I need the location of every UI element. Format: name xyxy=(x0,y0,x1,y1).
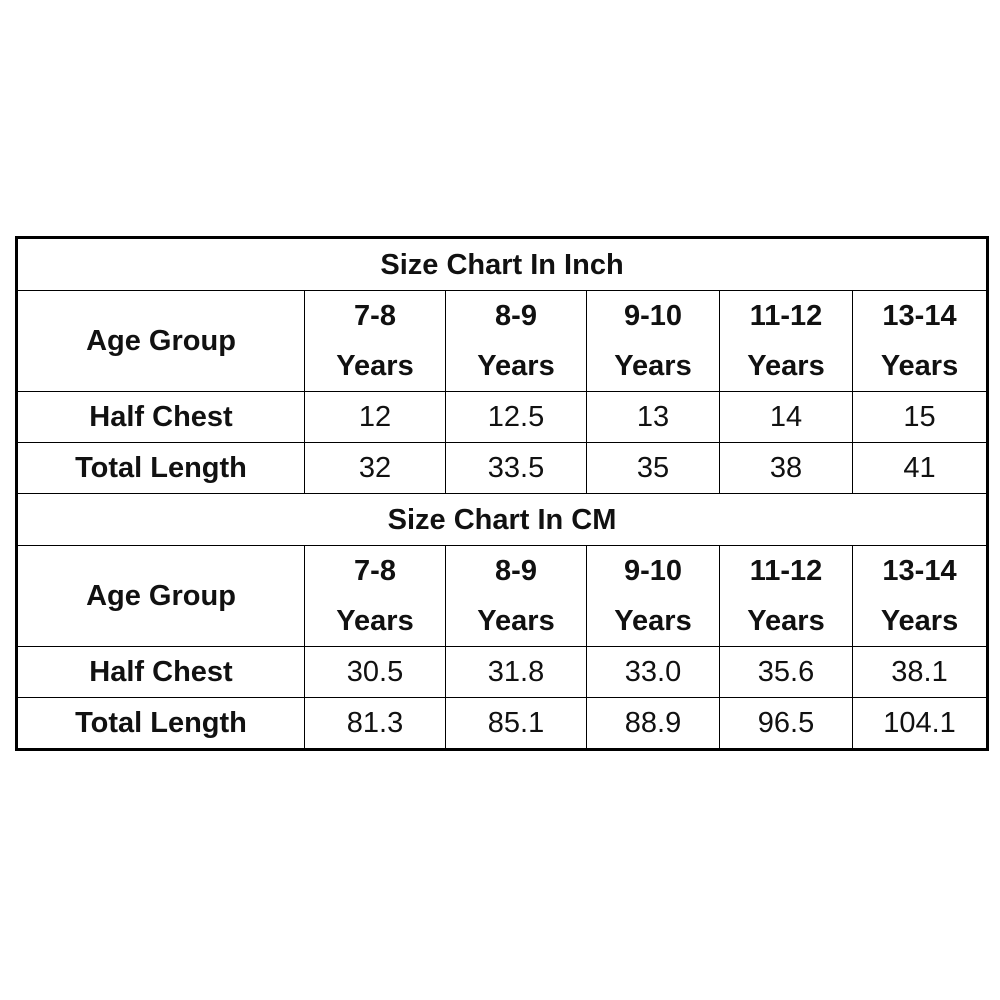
row-label: Half Chest xyxy=(16,646,305,698)
header-text: 13-14 Years xyxy=(880,300,959,382)
row-label: Total Length xyxy=(16,442,305,494)
header-cell: 7-8 Years xyxy=(304,545,446,647)
header-cell: 8-9 Years xyxy=(445,545,587,647)
title-row: Size Chart In CM xyxy=(15,493,989,546)
cell: 104.1 xyxy=(851,697,989,750)
header-cell: 8-9 Years xyxy=(445,290,587,392)
row-label: Total Length xyxy=(16,697,305,750)
data-row: Total Length 32 33.5 35 38 41 xyxy=(16,442,989,494)
header-cell: 9-10 Years xyxy=(586,290,720,392)
cell: 38.1 xyxy=(851,646,989,698)
header-text: 8-9 Years xyxy=(477,555,555,637)
header-cell: 13-14 Years xyxy=(851,545,989,647)
row-label: Half Chest xyxy=(16,391,305,443)
header-text: 11-12 Years xyxy=(747,300,825,382)
table-title: Size Chart In CM xyxy=(15,493,989,546)
cell: 30.5 xyxy=(304,646,446,698)
header-text: 13-14 Years xyxy=(880,555,959,637)
header-text: 7-8 Years xyxy=(336,555,414,637)
cell: 96.5 xyxy=(719,697,853,750)
header-text: 8-9 Years xyxy=(477,300,555,382)
cell: 33.0 xyxy=(586,646,720,698)
cell: 81.3 xyxy=(304,697,446,750)
cell: 38 xyxy=(719,442,853,494)
size-chart: Size Chart In Inch Age Group 7-8 Years 8-9 … xyxy=(15,236,990,751)
cell: 41 xyxy=(851,442,989,494)
size-table: Size Chart In Inch Age Group 7-8 Years 8-9 … xyxy=(15,236,990,751)
cell: 12.5 xyxy=(445,391,587,443)
header-text: 11-12 Years xyxy=(747,555,825,637)
header-cell: 13-14 Years xyxy=(851,290,989,392)
cell: 35 xyxy=(586,442,720,494)
table-title: Size Chart In Inch xyxy=(15,237,989,291)
header-cell: 11-12 Years xyxy=(719,290,853,392)
data-row: Half Chest 30.5 31.8 33.0 35.6 38.1 xyxy=(16,646,989,698)
header-row: Age Group 7-8 Years 8-9 Years 9-10 Years 11-… xyxy=(16,290,989,392)
cell: 33.5 xyxy=(445,442,587,494)
cell: 15 xyxy=(851,391,989,443)
header-text: 7-8 Years xyxy=(336,300,414,382)
cell: 12 xyxy=(304,391,446,443)
cell: 35.6 xyxy=(719,646,853,698)
header-cell: 9-10 Years xyxy=(586,545,720,647)
cell: 14 xyxy=(719,391,853,443)
header-cell: Age Group xyxy=(16,545,305,647)
cell: 31.8 xyxy=(445,646,587,698)
header-text: 9-10 Years xyxy=(614,555,692,637)
data-row: Half Chest 12 12.5 13 14 15 xyxy=(16,391,989,443)
header-cell: 7-8 Years xyxy=(304,290,446,392)
header-row: Age Group 7-8 Years 8-9 Years 9-10 Years 11-… xyxy=(16,545,989,647)
cell: 85.1 xyxy=(445,697,587,750)
header-cell: 11-12 Years xyxy=(719,545,853,647)
title-row: Size Chart In Inch xyxy=(15,237,989,291)
cell: 13 xyxy=(586,391,720,443)
data-row: Total Length 81.3 85.1 88.9 96.5 104.1 xyxy=(16,697,989,750)
header-text: 9-10 Years xyxy=(614,300,692,382)
header-cell: Age Group xyxy=(16,290,305,392)
cell: 32 xyxy=(304,442,446,494)
table-body: Size Chart In Inch Age Group 7-8 Years 8-9 … xyxy=(15,237,989,750)
cell: 88.9 xyxy=(586,697,720,750)
